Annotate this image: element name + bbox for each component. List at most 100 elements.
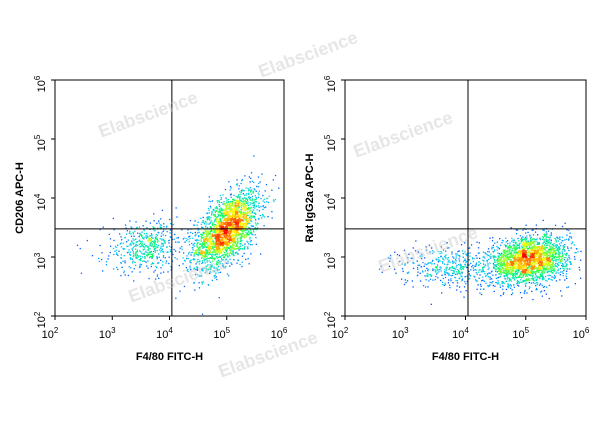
scatter-point (215, 235, 217, 237)
scatter-point (241, 227, 243, 229)
scatter-point (209, 242, 211, 244)
scatter-point (126, 245, 128, 248)
scatter-point (133, 239, 135, 241)
scatter-point (542, 219, 544, 222)
scatter-point (495, 265, 497, 268)
scatter-point (204, 239, 206, 242)
scatter-point (179, 247, 181, 249)
scatter-point (165, 260, 168, 262)
scatter-point (559, 236, 561, 238)
scatter-point (543, 286, 546, 288)
scatter-point (568, 229, 570, 232)
scatter-point (154, 230, 156, 232)
scatter-point (170, 269, 172, 271)
scatter-point (526, 241, 528, 243)
scatter-point (236, 223, 238, 226)
scatter-point (535, 280, 537, 282)
scatter-point (220, 220, 223, 223)
scatter-point (529, 274, 531, 276)
scatter-point (231, 218, 233, 221)
scatter-point (542, 276, 545, 279)
scatter-point (249, 204, 251, 206)
scatter-point (245, 187, 247, 189)
scatter-point (538, 243, 540, 245)
scatter-point (201, 245, 203, 247)
scatter-point (551, 276, 553, 278)
scatter-point (232, 209, 234, 211)
scatter-point (258, 190, 260, 192)
scatter-point (212, 250, 214, 253)
scatter-point (190, 262, 192, 264)
scatter-point (226, 216, 229, 218)
scatter-point (222, 264, 224, 266)
scatter-point (237, 208, 240, 210)
scatter-point (482, 276, 484, 278)
scatter-point (546, 242, 548, 244)
scatter-point (475, 271, 477, 274)
scatter-point (552, 259, 555, 262)
scatter-point (219, 201, 221, 203)
scatter-point (564, 279, 566, 281)
scatter-point (222, 265, 224, 267)
scatter-point (545, 286, 548, 288)
scatter-point (542, 236, 544, 238)
scatter-point (521, 246, 523, 249)
scatter-point (509, 248, 511, 250)
scatter-point (482, 259, 484, 261)
scatter-point (523, 292, 525, 294)
scatter-point (245, 223, 247, 225)
scatter-point (387, 257, 390, 259)
scatter-point (537, 271, 539, 274)
scatter-point (503, 272, 505, 274)
scatter-point (202, 242, 204, 244)
scatter-point (233, 234, 235, 237)
scatter-point (220, 213, 222, 215)
scatter-point (124, 262, 126, 264)
scatter-point (530, 249, 532, 251)
scatter-point (513, 251, 515, 253)
scatter-point (447, 257, 449, 259)
scatter-point (229, 238, 231, 240)
scatter-point (107, 258, 109, 260)
scatter-point (574, 252, 576, 254)
scatter-point (153, 220, 155, 222)
scatter-point (227, 238, 229, 240)
scatter-point (128, 266, 130, 268)
scatter-point (550, 247, 553, 249)
scatter-point (538, 250, 541, 252)
scatter-point (211, 200, 214, 202)
scatter-point (553, 249, 555, 251)
scatter-point (544, 253, 546, 255)
scatter-point (512, 244, 514, 246)
scatter-point (489, 278, 491, 280)
scatter-point (150, 253, 152, 256)
scatter-point (545, 268, 547, 270)
scatter-point (535, 253, 537, 255)
scatter-point (524, 263, 526, 265)
scatter-point (412, 262, 414, 264)
scatter-point (517, 247, 519, 249)
scatter-point (543, 229, 545, 232)
scatter-point (523, 261, 525, 264)
scatter-point (228, 226, 231, 228)
scatter-point (141, 235, 143, 238)
scatter-point (220, 198, 222, 200)
scatter-point (529, 239, 532, 241)
scatter-point (253, 199, 255, 201)
scatter-point (109, 238, 112, 240)
scatter-point (235, 212, 238, 214)
scatter-point (156, 274, 159, 276)
scatter-point (217, 233, 220, 235)
scatter-point (213, 229, 215, 231)
scatter-point (499, 253, 502, 255)
scatter-point (526, 235, 528, 237)
scatter-point (559, 248, 561, 250)
scatter-point (239, 222, 241, 224)
scatter-point (565, 256, 567, 259)
scatter-point (144, 260, 146, 262)
scatter-point (244, 245, 246, 248)
scatter-point (202, 243, 204, 245)
scatter-point (493, 290, 495, 293)
scatter-point (140, 241, 142, 243)
scatter-point (161, 238, 163, 240)
